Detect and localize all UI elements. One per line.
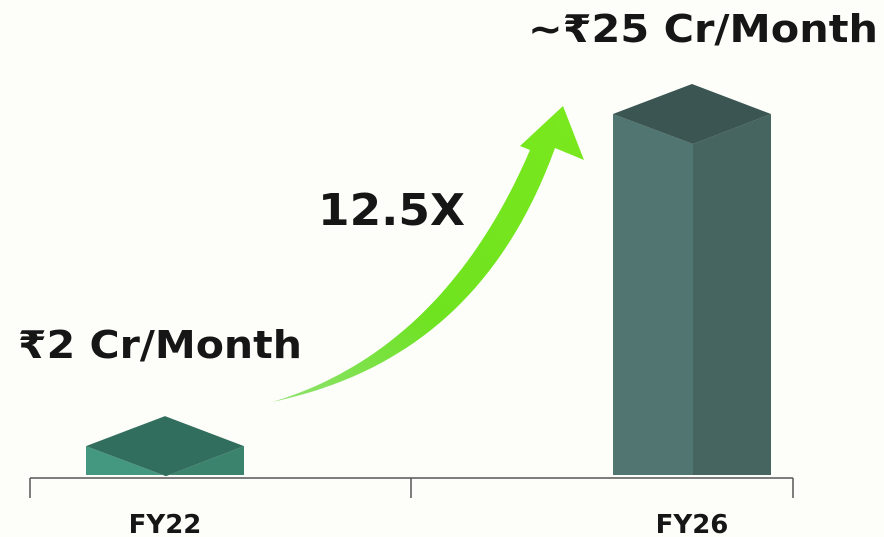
bar-left-face [613,114,693,475]
bar [613,84,771,475]
bar [86,416,244,477]
category-label: FY22 [129,510,202,537]
bar-top-face [613,84,771,144]
bar-top-face [86,416,244,477]
value-label: ~₹25 Cr/Month [528,7,878,51]
value-label: ₹2 Cr/Month [18,323,302,367]
category-label: FY26 [656,510,729,537]
axis [29,477,794,498]
bar-right-face [693,114,771,475]
growth-annotation: 12.5X [318,185,465,236]
growth-arrow [272,106,584,402]
